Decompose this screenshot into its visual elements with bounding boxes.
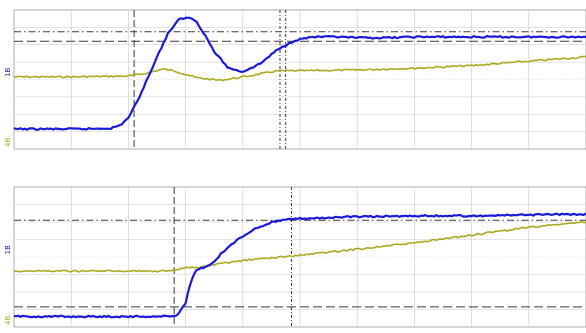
- scope-panel-2: 1B 4B: [4, 186, 586, 328]
- trace-ch2: [13, 220, 586, 273]
- trace-ch1: [13, 212, 586, 319]
- channel-2-label: 4B: [4, 316, 12, 325]
- channel-1-label: 1B: [4, 245, 12, 254]
- channel-2-label: 4B: [4, 138, 12, 147]
- trace-ch1: [13, 16, 586, 131]
- scope-panel-1: 1B 4B: [4, 9, 586, 150]
- trace-ch2: [13, 55, 586, 82]
- channel-1-label: 1B: [4, 67, 12, 76]
